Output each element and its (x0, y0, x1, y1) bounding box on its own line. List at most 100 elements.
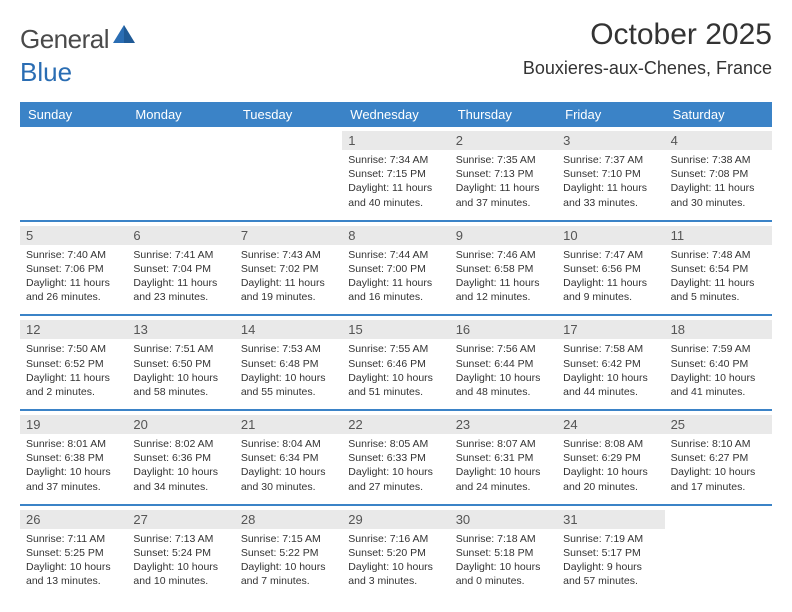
calendar-cell: 4Sunrise: 7:38 AMSunset: 7:08 PMDaylight… (665, 127, 772, 220)
sunset-text: Sunset: 5:24 PM (133, 546, 228, 560)
calendar-cell: 1Sunrise: 7:34 AMSunset: 7:15 PMDaylight… (342, 127, 449, 220)
day-number: 17 (557, 320, 664, 339)
day-number: 10 (557, 226, 664, 245)
calendar-page: General October 2025 Bouxieres-aux-Chene… (0, 0, 792, 598)
sunrise-text: Sunrise: 7:55 AM (348, 342, 443, 356)
day-number: 7 (235, 226, 342, 245)
sunset-text: Sunset: 6:38 PM (26, 451, 121, 465)
daylight-text: Daylight: 11 hours and 2 minutes. (26, 371, 121, 399)
sunset-text: Sunset: 6:29 PM (563, 451, 658, 465)
day-header-sat: Saturday (665, 102, 772, 127)
calendar-cell: 27 Sunrise: 7:13 AMSunset: 5:24 PMDayligh… (127, 506, 234, 599)
sunset-text: Sunset: 5:25 PM (26, 546, 121, 560)
day-info: Sunrise: 7:11 AMSunset: 5:25 PMDaylight:… (26, 532, 121, 589)
day-number (127, 131, 234, 150)
day-header-fri: Friday (557, 102, 664, 127)
day-number: 3 (557, 131, 664, 150)
calendar-week: 1Sunrise: 7:34 AMSunset: 7:15 PMDaylight… (20, 127, 772, 222)
location-label: Bouxieres-aux-Chenes, France (523, 58, 772, 79)
sunrise-text: Sunrise: 7:15 AM (241, 532, 336, 546)
day-number: 20 (127, 415, 234, 434)
sunset-text: Sunset: 7:10 PM (563, 167, 658, 181)
calendar-cell: 12Sunrise: 7:50 AMSunset: 6:52 PMDayligh… (20, 316, 127, 409)
sunset-text: Sunset: 6:44 PM (456, 357, 551, 371)
calendar-cell: 14Sunrise: 7:53 AMSunset: 6:48 PMDayligh… (235, 316, 342, 409)
day-header-tue: Tuesday (235, 102, 342, 127)
day-info: Sunrise: 7:34 AMSunset: 7:15 PMDaylight:… (348, 153, 443, 210)
sunset-text: Sunset: 5:20 PM (348, 546, 443, 560)
daylight-text: Daylight: 10 hours and 48 minutes. (456, 371, 551, 399)
day-info: Sunrise: 7:53 AMSunset: 6:48 PMDaylight:… (241, 342, 336, 399)
day-number: 9 (450, 226, 557, 245)
calendar-cell: 19Sunrise: 8:01 AMSunset: 6:38 PMDayligh… (20, 411, 127, 504)
daylight-text: Daylight: 10 hours and 34 minutes. (133, 465, 228, 493)
day-info: Sunrise: 7:44 AMSunset: 7:00 PMDaylight:… (348, 248, 443, 305)
sunset-text: Sunset: 6:31 PM (456, 451, 551, 465)
sunset-text: Sunset: 7:13 PM (456, 167, 551, 181)
daylight-text: Daylight: 11 hours and 5 minutes. (671, 276, 766, 304)
day-header-row: Sunday Monday Tuesday Wednesday Thursday… (20, 102, 772, 127)
calendar-week: 19Sunrise: 8:01 AMSunset: 6:38 PMDayligh… (20, 411, 772, 506)
sunrise-text: Sunrise: 7:47 AM (563, 248, 658, 262)
day-header-sun: Sunday (20, 102, 127, 127)
day-number: 27 (127, 510, 234, 529)
day-info: Sunrise: 7:43 AMSunset: 7:02 PMDaylight:… (241, 248, 336, 305)
calendar-cell: 25Sunrise: 8:10 AMSunset: 6:27 PMDayligh… (665, 411, 772, 504)
daylight-text: Daylight: 10 hours and 51 minutes. (348, 371, 443, 399)
day-number: 31 (557, 510, 664, 529)
day-number: 11 (665, 226, 772, 245)
logo: General (20, 18, 137, 55)
calendar-cell: 17 Sunrise: 7:58 AMSunset: 6:42 PMDayligh… (557, 316, 664, 409)
day-info: Sunrise: 7:48 AMSunset: 6:54 PMDaylight:… (671, 248, 766, 305)
day-info: Sunrise: 7:13 AMSunset: 5:24 PMDaylight:… (133, 532, 228, 589)
day-info: Sunrise: 7:56 AMSunset: 6:44 PMDaylight:… (456, 342, 551, 399)
day-number: 16 (450, 320, 557, 339)
sunrise-text: Sunrise: 7:59 AM (671, 342, 766, 356)
sunrise-text: Sunrise: 7:35 AM (456, 153, 551, 167)
calendar-cell: 9Sunrise: 7:46 AMSunset: 6:58 PMDaylight… (450, 222, 557, 315)
daylight-text: Daylight: 10 hours and 27 minutes. (348, 465, 443, 493)
calendar-week: 12Sunrise: 7:50 AMSunset: 6:52 PMDayligh… (20, 316, 772, 411)
weeks-container: 1Sunrise: 7:34 AMSunset: 7:15 PMDaylight… (20, 127, 772, 598)
sunrise-text: Sunrise: 7:43 AM (241, 248, 336, 262)
calendar-cell: 16 Sunrise: 7:56 AMSunset: 6:44 PMDayligh… (450, 316, 557, 409)
sunrise-text: Sunrise: 7:13 AM (133, 532, 228, 546)
sunset-text: Sunset: 7:15 PM (348, 167, 443, 181)
sunrise-text: Sunrise: 8:02 AM (133, 437, 228, 451)
daylight-text: Daylight: 10 hours and 41 minutes. (671, 371, 766, 399)
calendar-cell: 13Sunrise: 7:51 AMSunset: 6:50 PMDayligh… (127, 316, 234, 409)
daylight-text: Daylight: 10 hours and 13 minutes. (26, 560, 121, 588)
day-info: Sunrise: 7:19 AMSunset: 5:17 PMDaylight:… (563, 532, 658, 589)
sunset-text: Sunset: 6:33 PM (348, 451, 443, 465)
calendar-cell: 3Sunrise: 7:37 AMSunset: 7:10 PMDaylight… (557, 127, 664, 220)
sunrise-text: Sunrise: 7:11 AM (26, 532, 121, 546)
sunrise-text: Sunrise: 7:40 AM (26, 248, 121, 262)
day-info: Sunrise: 7:58 AMSunset: 6:42 PMDaylight:… (563, 342, 658, 399)
day-number: 22 (342, 415, 449, 434)
day-info: Sunrise: 8:10 AMSunset: 6:27 PMDaylight:… (671, 437, 766, 494)
sunrise-text: Sunrise: 7:34 AM (348, 153, 443, 167)
sunset-text: Sunset: 6:54 PM (671, 262, 766, 276)
logo-triangle-icon (113, 25, 135, 48)
day-number: 26 (20, 510, 127, 529)
calendar-cell (20, 127, 127, 220)
sunrise-text: Sunrise: 7:53 AM (241, 342, 336, 356)
sunrise-text: Sunrise: 7:44 AM (348, 248, 443, 262)
day-number: 23 (450, 415, 557, 434)
sunrise-text: Sunrise: 7:58 AM (563, 342, 658, 356)
calendar-cell (235, 127, 342, 220)
day-number: 6 (127, 226, 234, 245)
sunrise-text: Sunrise: 7:50 AM (26, 342, 121, 356)
calendar-cell: 21Sunrise: 8:04 AMSunset: 6:34 PMDayligh… (235, 411, 342, 504)
calendar-cell: 10Sunrise: 7:47 AMSunset: 6:56 PMDayligh… (557, 222, 664, 315)
day-number: 5 (20, 226, 127, 245)
day-number: 18 (665, 320, 772, 339)
daylight-text: Daylight: 11 hours and 30 minutes. (671, 181, 766, 209)
sunset-text: Sunset: 5:22 PM (241, 546, 336, 560)
daylight-text: Daylight: 11 hours and 33 minutes. (563, 181, 658, 209)
sunrise-text: Sunrise: 8:07 AM (456, 437, 551, 451)
sunset-text: Sunset: 6:34 PM (241, 451, 336, 465)
day-number: 2 (450, 131, 557, 150)
logo-word-1: General (20, 24, 109, 55)
day-number: 19 (20, 415, 127, 434)
